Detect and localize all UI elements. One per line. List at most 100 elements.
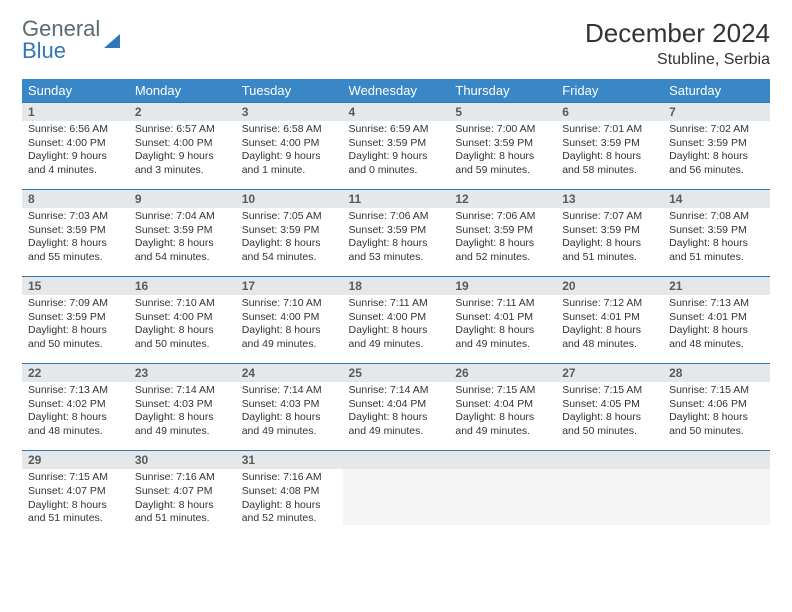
- day-cell-num: 5: [449, 103, 556, 122]
- day-cell-num: 31: [236, 451, 343, 470]
- day-cell-num: 7: [663, 103, 770, 122]
- day-cell-num: 24: [236, 364, 343, 383]
- day-cell-body: Sunrise: 7:11 AMSunset: 4:00 PMDaylight:…: [343, 295, 450, 356]
- daylight-text: Daylight: 9 hours and 1 minute.: [242, 150, 337, 177]
- day-body: Sunrise: 6:57 AMSunset: 4:00 PMDaylight:…: [129, 121, 236, 182]
- daylight-text: Daylight: 8 hours and 52 minutes.: [242, 499, 337, 526]
- day-body: Sunrise: 7:04 AMSunset: 3:59 PMDaylight:…: [129, 208, 236, 269]
- sunrise-text: Sunrise: 7:14 AM: [242, 384, 337, 398]
- day-cell-body: Sunrise: 7:07 AMSunset: 3:59 PMDaylight:…: [556, 208, 663, 269]
- sunset-text: Sunset: 4:00 PM: [135, 311, 230, 325]
- day-number: 16: [129, 277, 236, 295]
- sunset-text: Sunset: 4:00 PM: [349, 311, 444, 325]
- sunrise-text: Sunrise: 7:15 AM: [28, 471, 123, 485]
- day-number: 1: [22, 103, 129, 121]
- day-cell-body: Sunrise: 7:15 AMSunset: 4:04 PMDaylight:…: [449, 382, 556, 443]
- week-body-row: Sunrise: 7:13 AMSunset: 4:02 PMDaylight:…: [22, 382, 770, 443]
- day-body: Sunrise: 7:14 AMSunset: 4:03 PMDaylight:…: [236, 382, 343, 443]
- day-cell-num: 23: [129, 364, 236, 383]
- day-number: 5: [449, 103, 556, 121]
- day-cell-num: 2: [129, 103, 236, 122]
- day-cell-body: Sunrise: 7:11 AMSunset: 4:01 PMDaylight:…: [449, 295, 556, 356]
- sunrise-text: Sunrise: 7:08 AM: [669, 210, 764, 224]
- day-cell-body: Sunrise: 7:06 AMSunset: 3:59 PMDaylight:…: [343, 208, 450, 269]
- day-cell-body: Sunrise: 7:02 AMSunset: 3:59 PMDaylight:…: [663, 121, 770, 182]
- day-cell-num: 17: [236, 277, 343, 296]
- day-cell-body: Sunrise: 6:58 AMSunset: 4:00 PMDaylight:…: [236, 121, 343, 182]
- day-number: 24: [236, 364, 343, 382]
- sunrise-text: Sunrise: 7:15 AM: [455, 384, 550, 398]
- day-cell-num: [663, 451, 770, 470]
- sunset-text: Sunset: 3:59 PM: [135, 224, 230, 238]
- daylight-text: Daylight: 8 hours and 53 minutes.: [349, 237, 444, 264]
- week-body-row: Sunrise: 7:15 AMSunset: 4:07 PMDaylight:…: [22, 469, 770, 530]
- day-number: 30: [129, 451, 236, 469]
- day-cell-num: 27: [556, 364, 663, 383]
- sunset-text: Sunset: 4:07 PM: [135, 485, 230, 499]
- day-cell-num: 15: [22, 277, 129, 296]
- day-body: Sunrise: 7:10 AMSunset: 4:00 PMDaylight:…: [236, 295, 343, 356]
- sunrise-text: Sunrise: 7:04 AM: [135, 210, 230, 224]
- daylight-text: Daylight: 9 hours and 4 minutes.: [28, 150, 123, 177]
- day-cell-num: 10: [236, 190, 343, 209]
- day-cell-num: 20: [556, 277, 663, 296]
- day-cell-body: Sunrise: 6:56 AMSunset: 4:00 PMDaylight:…: [22, 121, 129, 182]
- day-cell-num: 30: [129, 451, 236, 470]
- week-separator: [22, 356, 770, 364]
- day-number: 9: [129, 190, 236, 208]
- daylight-text: Daylight: 8 hours and 49 minutes.: [455, 411, 550, 438]
- sunset-text: Sunset: 3:59 PM: [28, 224, 123, 238]
- sunset-text: Sunset: 4:07 PM: [28, 485, 123, 499]
- day-cell-num: [343, 451, 450, 470]
- sunrise-text: Sunrise: 7:14 AM: [349, 384, 444, 398]
- sunset-text: Sunset: 4:01 PM: [669, 311, 764, 325]
- day-cell-num: 4: [343, 103, 450, 122]
- sunset-text: Sunset: 4:06 PM: [669, 398, 764, 412]
- dayheader-mon: Monday: [129, 79, 236, 103]
- sunrise-text: Sunrise: 7:13 AM: [669, 297, 764, 311]
- sunset-text: Sunset: 4:04 PM: [349, 398, 444, 412]
- day-body: Sunrise: 7:15 AMSunset: 4:07 PMDaylight:…: [22, 469, 129, 530]
- sunset-text: Sunset: 4:04 PM: [455, 398, 550, 412]
- day-number: 23: [129, 364, 236, 382]
- day-body: Sunrise: 7:06 AMSunset: 3:59 PMDaylight:…: [449, 208, 556, 269]
- title-block: December 2024 Stubline, Serbia: [585, 18, 770, 69]
- daylight-text: Daylight: 8 hours and 51 minutes.: [135, 499, 230, 526]
- daylight-text: Daylight: 8 hours and 48 minutes.: [669, 324, 764, 351]
- day-cell-body: Sunrise: 7:04 AMSunset: 3:59 PMDaylight:…: [129, 208, 236, 269]
- day-cell-body: Sunrise: 7:14 AMSunset: 4:03 PMDaylight:…: [129, 382, 236, 443]
- day-number: 28: [663, 364, 770, 382]
- daylight-text: Daylight: 8 hours and 50 minutes.: [562, 411, 657, 438]
- day-body: Sunrise: 7:05 AMSunset: 3:59 PMDaylight:…: [236, 208, 343, 269]
- sunrise-text: Sunrise: 7:14 AM: [135, 384, 230, 398]
- sunset-text: Sunset: 3:59 PM: [349, 137, 444, 151]
- daylight-text: Daylight: 8 hours and 48 minutes.: [562, 324, 657, 351]
- day-cell-body: Sunrise: 7:09 AMSunset: 3:59 PMDaylight:…: [22, 295, 129, 356]
- day-body: Sunrise: 7:08 AMSunset: 3:59 PMDaylight:…: [663, 208, 770, 269]
- sunrise-text: Sunrise: 7:02 AM: [669, 123, 764, 137]
- day-cell-num: [449, 451, 556, 470]
- sunrise-text: Sunrise: 7:11 AM: [349, 297, 444, 311]
- day-body: Sunrise: 7:06 AMSunset: 3:59 PMDaylight:…: [343, 208, 450, 269]
- day-cell-body: Sunrise: 7:10 AMSunset: 4:00 PMDaylight:…: [236, 295, 343, 356]
- sunrise-text: Sunrise: 7:15 AM: [669, 384, 764, 398]
- sunset-text: Sunset: 3:59 PM: [242, 224, 337, 238]
- day-number: 8: [22, 190, 129, 208]
- day-number: 6: [556, 103, 663, 121]
- sunset-text: Sunset: 4:02 PM: [28, 398, 123, 412]
- day-number: 22: [22, 364, 129, 382]
- day-cell-body: Sunrise: 7:06 AMSunset: 3:59 PMDaylight:…: [449, 208, 556, 269]
- sunrise-text: Sunrise: 7:09 AM: [28, 297, 123, 311]
- sunset-text: Sunset: 3:59 PM: [562, 137, 657, 151]
- week-daynum-row: 891011121314: [22, 190, 770, 209]
- sunset-text: Sunset: 3:59 PM: [349, 224, 444, 238]
- daylight-text: Daylight: 8 hours and 49 minutes.: [349, 324, 444, 351]
- day-body: Sunrise: 6:59 AMSunset: 3:59 PMDaylight:…: [343, 121, 450, 182]
- sunrise-text: Sunrise: 7:03 AM: [28, 210, 123, 224]
- sunset-text: Sunset: 4:01 PM: [562, 311, 657, 325]
- day-cell-num: 11: [343, 190, 450, 209]
- empty-day-body: [449, 469, 556, 525]
- day-body: Sunrise: 7:13 AMSunset: 4:01 PMDaylight:…: [663, 295, 770, 356]
- day-body: Sunrise: 7:12 AMSunset: 4:01 PMDaylight:…: [556, 295, 663, 356]
- sunrise-text: Sunrise: 7:01 AM: [562, 123, 657, 137]
